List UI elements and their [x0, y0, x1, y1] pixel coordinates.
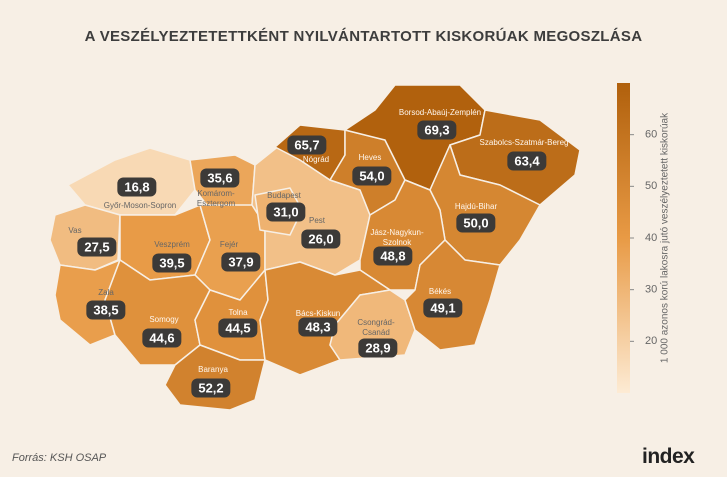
- county-name: Békés: [428, 287, 452, 296]
- county-name: Komárom-Esztergom: [196, 189, 236, 208]
- county-name: Pest: [308, 216, 326, 225]
- county-name: Nógrád: [302, 155, 330, 164]
- colorbar-tick-label: 20: [645, 335, 657, 347]
- colorbar: [617, 83, 630, 393]
- value-label: 48,8: [373, 246, 413, 266]
- county-name: Veszprém: [154, 240, 190, 249]
- colorbar-tick-label: 40: [645, 232, 657, 244]
- county-name: Budapest: [267, 191, 301, 200]
- county-name: Somogy: [149, 315, 179, 324]
- county-name: Tolna: [228, 308, 248, 317]
- value-label: 63,4: [507, 151, 547, 171]
- map-title: A VESZÉLYEZTETETTKÉNT NYILVÁNTARTOTT KIS…: [84, 28, 643, 45]
- county-name: Baranya: [198, 365, 228, 374]
- county-name: Győr-Moson-Sopron: [103, 201, 177, 210]
- county-name: Jász-Nagykun-Szolnok: [370, 228, 424, 247]
- value-label: 38,5: [86, 300, 126, 320]
- value-label: 28,9: [358, 338, 398, 358]
- county-name: Bács-Kiskun: [295, 309, 341, 318]
- value-label: 26,0: [301, 229, 341, 249]
- value-label: 39,5: [152, 253, 192, 273]
- value-label: 54,0: [352, 166, 392, 186]
- county-name: Szabolcs-Szatmár-Bereg: [479, 138, 569, 147]
- colorbar-tick-label: 60: [645, 129, 657, 141]
- value-label: 27,5: [77, 237, 117, 257]
- value-label: 48,3: [298, 317, 338, 337]
- value-label: 65,7: [287, 135, 327, 155]
- value-label: 69,3: [417, 120, 457, 140]
- county-name: Hajdú-Bihar: [454, 202, 498, 211]
- value-label: 16,8: [117, 177, 157, 197]
- value-label: 35,6: [200, 168, 240, 188]
- colorbar-tick-label: 50: [645, 180, 657, 192]
- county-name: Csongrád-Csanád: [357, 318, 395, 337]
- county-name: Zala: [98, 288, 114, 297]
- county-name: Borsod-Abaúj-Zemplén: [398, 108, 482, 117]
- colorbar-tick-label: 30: [645, 284, 657, 296]
- county: [164, 344, 266, 411]
- value-label: 50,0: [456, 213, 496, 233]
- logo: index: [642, 445, 695, 468]
- source-note: Forrás: KSH OSAP: [12, 452, 107, 464]
- value-label: 49,1: [423, 298, 463, 318]
- county-name: Heves: [358, 153, 382, 162]
- value-label: 44,6: [142, 328, 182, 348]
- value-label: 31,0: [266, 202, 306, 222]
- value-label: 52,2: [191, 378, 231, 398]
- value-label: 44,5: [218, 318, 258, 338]
- county-name: Fejér: [219, 240, 239, 249]
- value-label: 37,9: [221, 252, 261, 272]
- county: [404, 239, 501, 351]
- colorbar-title: 1 000 azonos korú lakosra jutó veszélyez…: [660, 112, 671, 363]
- county-name: Vas: [68, 226, 82, 235]
